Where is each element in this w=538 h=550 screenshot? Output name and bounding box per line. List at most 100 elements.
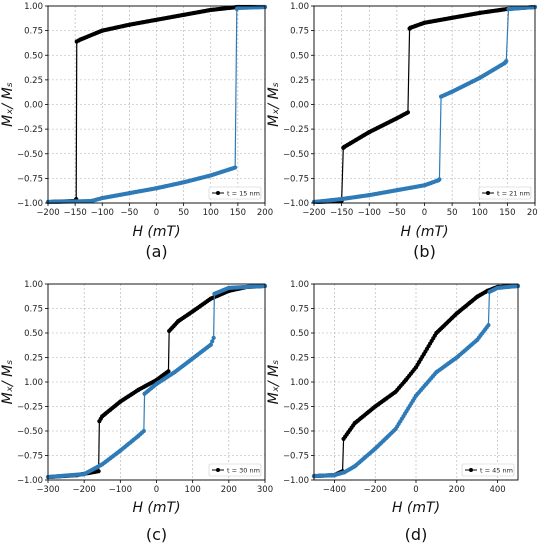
legend-label: t = 30 nm [227,466,260,474]
x-tick-label: 300 [257,485,273,495]
y-tick-label: −0.50 [17,150,43,160]
series-point [504,59,509,64]
y-tick-label: 1.00 [290,280,309,290]
x-axis-label: H (mT) [400,224,448,240]
x-tick-label: −150 [63,208,86,218]
y-tick-label: −1.00 [17,476,43,486]
chart-panel-4: −400 −200 0 200 400 −1.00 −0.75 −0.50 −0.25 1.00 0… [266,280,521,544]
series-point [74,39,79,44]
y-tick-label: 1.00 [24,378,43,388]
series-point [341,436,346,441]
legend: t = 15 nm [208,186,262,200]
x-tick-label: 50 [447,208,458,218]
y-tick-label: −0.50 [283,150,309,160]
series-point [141,428,146,434]
series-point [437,177,442,182]
x-tick-label: −50 [120,208,138,218]
y-tick-label: −0.25 [17,125,43,135]
legend: t = 30 nm [208,463,262,477]
x-tick-label: −200 [302,208,325,218]
y-tick-label: 0.25 [24,354,43,364]
legend-box [478,186,532,200]
x-tick-label: −100 [109,485,132,495]
x-tick-label: 150 [499,208,515,218]
x-tick-label: 0 [154,485,159,495]
y-axis-label: Mₓ/ Mₛ [0,82,16,127]
x-tick-label: −50 [388,208,406,218]
y-tick-label: −0.50 [283,427,309,437]
y-tick-label: 1.00 [24,2,43,12]
y-tick-label: 0.25 [290,76,309,86]
panel-label: (d) [405,525,428,544]
legend-box [208,186,262,200]
legend-swatch-marker [469,468,473,472]
y-axis-label: Mₓ/ Mₛ [266,82,282,127]
y-tick-label: 0.75 [290,27,309,37]
x-tick-label: 50 [178,208,189,218]
y-tick-label: 0.50 [24,51,43,61]
x-tick-label: 0 [413,485,418,495]
x-tick-label: 0 [154,208,159,218]
legend-label: t = 15 nm [227,189,260,197]
y-tick-label: 0.00 [24,101,43,111]
x-tick-label: 0 [422,208,427,218]
y-tick-label: −1.00 [283,476,309,486]
y-tick-label: −0.75 [17,174,43,184]
y-tick-label: 0.50 [290,51,309,61]
legend-label: t = 21 nm [497,189,530,197]
x-tick-label: −100 [358,208,381,218]
x-tick-label: 100 [472,208,488,218]
y-tick-label: 0.50 [24,329,43,339]
y-axis-label: Mₓ/ Mₛ [0,360,16,405]
series-point [210,339,215,344]
y-tick-label: −0.25 [283,125,309,135]
chart-panel-2: −200 −150 −100 −50 0 50 100 150 200 −1.00 −0.75 −0.… [266,2,538,261]
y-tick-label: 0.75 [24,305,43,315]
panel-label: (b) [413,242,436,261]
y-tick-label: 0.00 [290,101,309,111]
series-point [486,323,491,328]
y-tick-label: −1.00 [283,199,309,209]
y-tick-label: 1.00 [290,2,309,12]
legend: t = 45 nm [461,463,515,477]
panel-label: (a) [145,242,167,261]
x-tick-label: 100 [185,485,201,495]
y-tick-label: −0.75 [283,452,309,462]
x-tick-label: −200 [364,485,387,495]
y-tick-label: −0.50 [17,427,43,437]
series-point [167,328,172,334]
series-point [97,419,102,424]
chart-panel-3: −300 −200 −100 0 100 200 300 −1.00 −0.75 −0.50 −0.… [0,280,273,544]
y-tick-label: 0.25 [24,76,43,86]
x-tick-label: 100 [203,208,219,218]
panel-label: (c) [146,525,167,544]
y-tick-label: 1.00 [290,378,309,388]
legend-swatch-marker [216,468,220,472]
x-tick-label: −300 [36,485,59,495]
series-point [407,26,412,31]
legend-label: t = 45 nm [480,466,513,474]
y-tick-label: −0.75 [283,174,309,184]
x-tick-label: −200 [36,208,59,218]
legend-swatch-marker [486,191,490,195]
y-tick-label: 1.00 [24,280,43,290]
y-tick-label: −0.75 [17,452,43,462]
y-tick-label: 0.50 [290,329,309,339]
x-tick-label: 400 [489,485,505,495]
x-axis-label: H (mT) [132,500,180,516]
y-tick-label: −0.25 [283,403,309,413]
x-tick-label: −150 [330,208,353,218]
x-axis-label: H (mT) [392,500,440,516]
legend-box [461,463,515,477]
series-point [341,145,346,150]
x-tick-label: −200 [72,485,95,495]
y-tick-label: 0.25 [290,354,309,364]
x-tick-label: 200 [449,485,465,495]
chart-panel-1: −200 −150 −100 −50 0 50 100 150 200 −1.00 −0.75 −0.… [0,2,273,261]
x-tick-label: 200 [221,485,237,495]
x-tick-label: 200 [527,208,538,218]
y-tick-label: 0.75 [290,305,309,315]
x-axis-label: H (mT) [132,224,180,240]
y-tick-label: −0.25 [17,403,43,413]
